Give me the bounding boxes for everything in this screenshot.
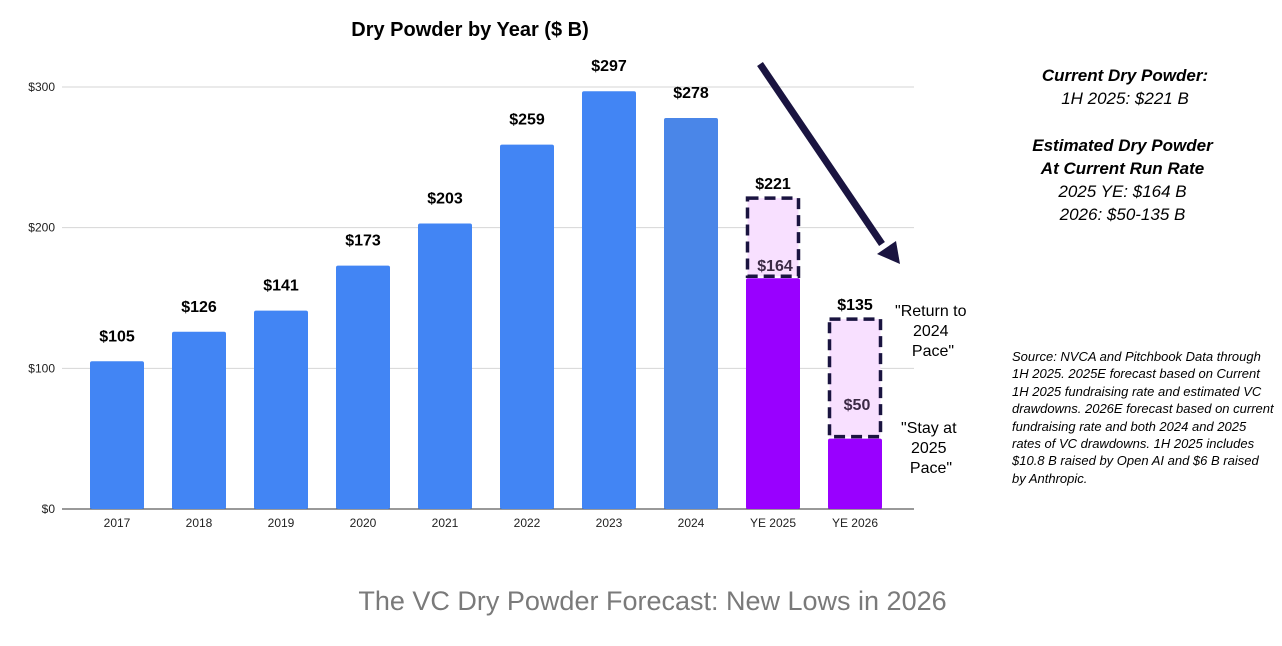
x-tick-label: 2019: [268, 516, 295, 530]
x-tick-label: 2017: [104, 516, 131, 530]
bar-2023: [582, 91, 636, 509]
source-note: Source: NVCA and Pitchbook Data through …: [1012, 349, 1274, 486]
bar-2017: [90, 361, 144, 509]
x-tick-label: YE 2025: [750, 516, 796, 530]
value-label: $141: [263, 278, 299, 295]
bar-2021: [418, 223, 472, 510]
estimated-heading-line1: Estimated Dry Powder: [1032, 136, 1213, 155]
bar-2022: [500, 144, 554, 509]
trend-arrow-head: [877, 241, 900, 264]
x-tick-label: 2018: [186, 516, 213, 530]
dry-powder-chart: Dry Powder by Year ($ B) $0$100$200$300 …: [28, 19, 971, 530]
figure-caption: The VC Dry Powder Forecast: New Lows in …: [358, 586, 947, 616]
x-tick-label: YE 2026: [832, 516, 878, 530]
current-dry-powder-value: 1H 2025: $221 B: [1061, 89, 1189, 108]
y-tick-label: $100: [28, 361, 55, 375]
bar-base-YE-2026: [828, 438, 882, 509]
value-label: $203: [427, 190, 463, 207]
value-label: $297: [591, 58, 627, 75]
estimated-2026-value: 2026: $50-135 B: [1059, 205, 1186, 224]
x-tick-label: 2023: [596, 516, 623, 530]
annotation-return-pace: "Return to 2024 Pace": [895, 303, 971, 360]
value-label: $278: [673, 85, 709, 102]
x-tick-label: 2024: [678, 516, 705, 530]
x-tick-label: 2020: [350, 516, 377, 530]
estimated-heading-line2: At Current Run Rate: [1040, 159, 1205, 178]
bar-2024: [664, 117, 718, 510]
forecast-base-label: $164: [757, 258, 793, 275]
bar-base-YE-2025: [746, 278, 800, 509]
value-label: $126: [181, 299, 217, 316]
value-label: $135: [837, 297, 873, 314]
value-label: $221: [755, 176, 791, 193]
current-dry-powder-panel: Current Dry Powder: 1H 2025: $221 B: [990, 64, 1260, 110]
x-tick-label: 2021: [432, 516, 459, 530]
x-tick-label: 2022: [514, 516, 541, 530]
forecast-base-label: $50: [844, 397, 871, 414]
annotation-stay-pace: "Stay at 2025 Pace": [901, 420, 961, 477]
bar-2018: [172, 331, 226, 509]
bar-2020: [336, 265, 390, 509]
bar-2019: [254, 310, 308, 509]
value-label: $173: [345, 233, 381, 250]
trend-arrow: [757, 62, 900, 264]
bar-range-YE-2026: [827, 317, 883, 439]
estimated-dry-powder-panel: Estimated Dry Powder At Current Run Rate…: [990, 134, 1255, 226]
labels-layer: $105 $126 $141 $173 $203 $259 $297 $278 $164 $221…: [99, 58, 873, 414]
value-label: $105: [99, 328, 135, 345]
value-label: $259: [509, 112, 545, 129]
chart-title: Dry Powder by Year ($ B): [351, 19, 589, 41]
bars-layer: [90, 91, 883, 510]
y-tick-label: $200: [28, 221, 55, 235]
x-axis: 2017 2018 2019 2020 2021 2022 2023 2024 YE 2025 Y…: [104, 516, 879, 530]
trend-arrow-shaft: [757, 62, 885, 246]
y-tick-label: $300: [28, 80, 55, 94]
bar-range-YE-2025: [745, 196, 801, 279]
y-tick-label: $0: [42, 502, 56, 516]
current-dry-powder-heading: Current Dry Powder:: [1041, 66, 1209, 85]
estimated-2025-value: 2025 YE: $164 B: [1058, 182, 1187, 201]
